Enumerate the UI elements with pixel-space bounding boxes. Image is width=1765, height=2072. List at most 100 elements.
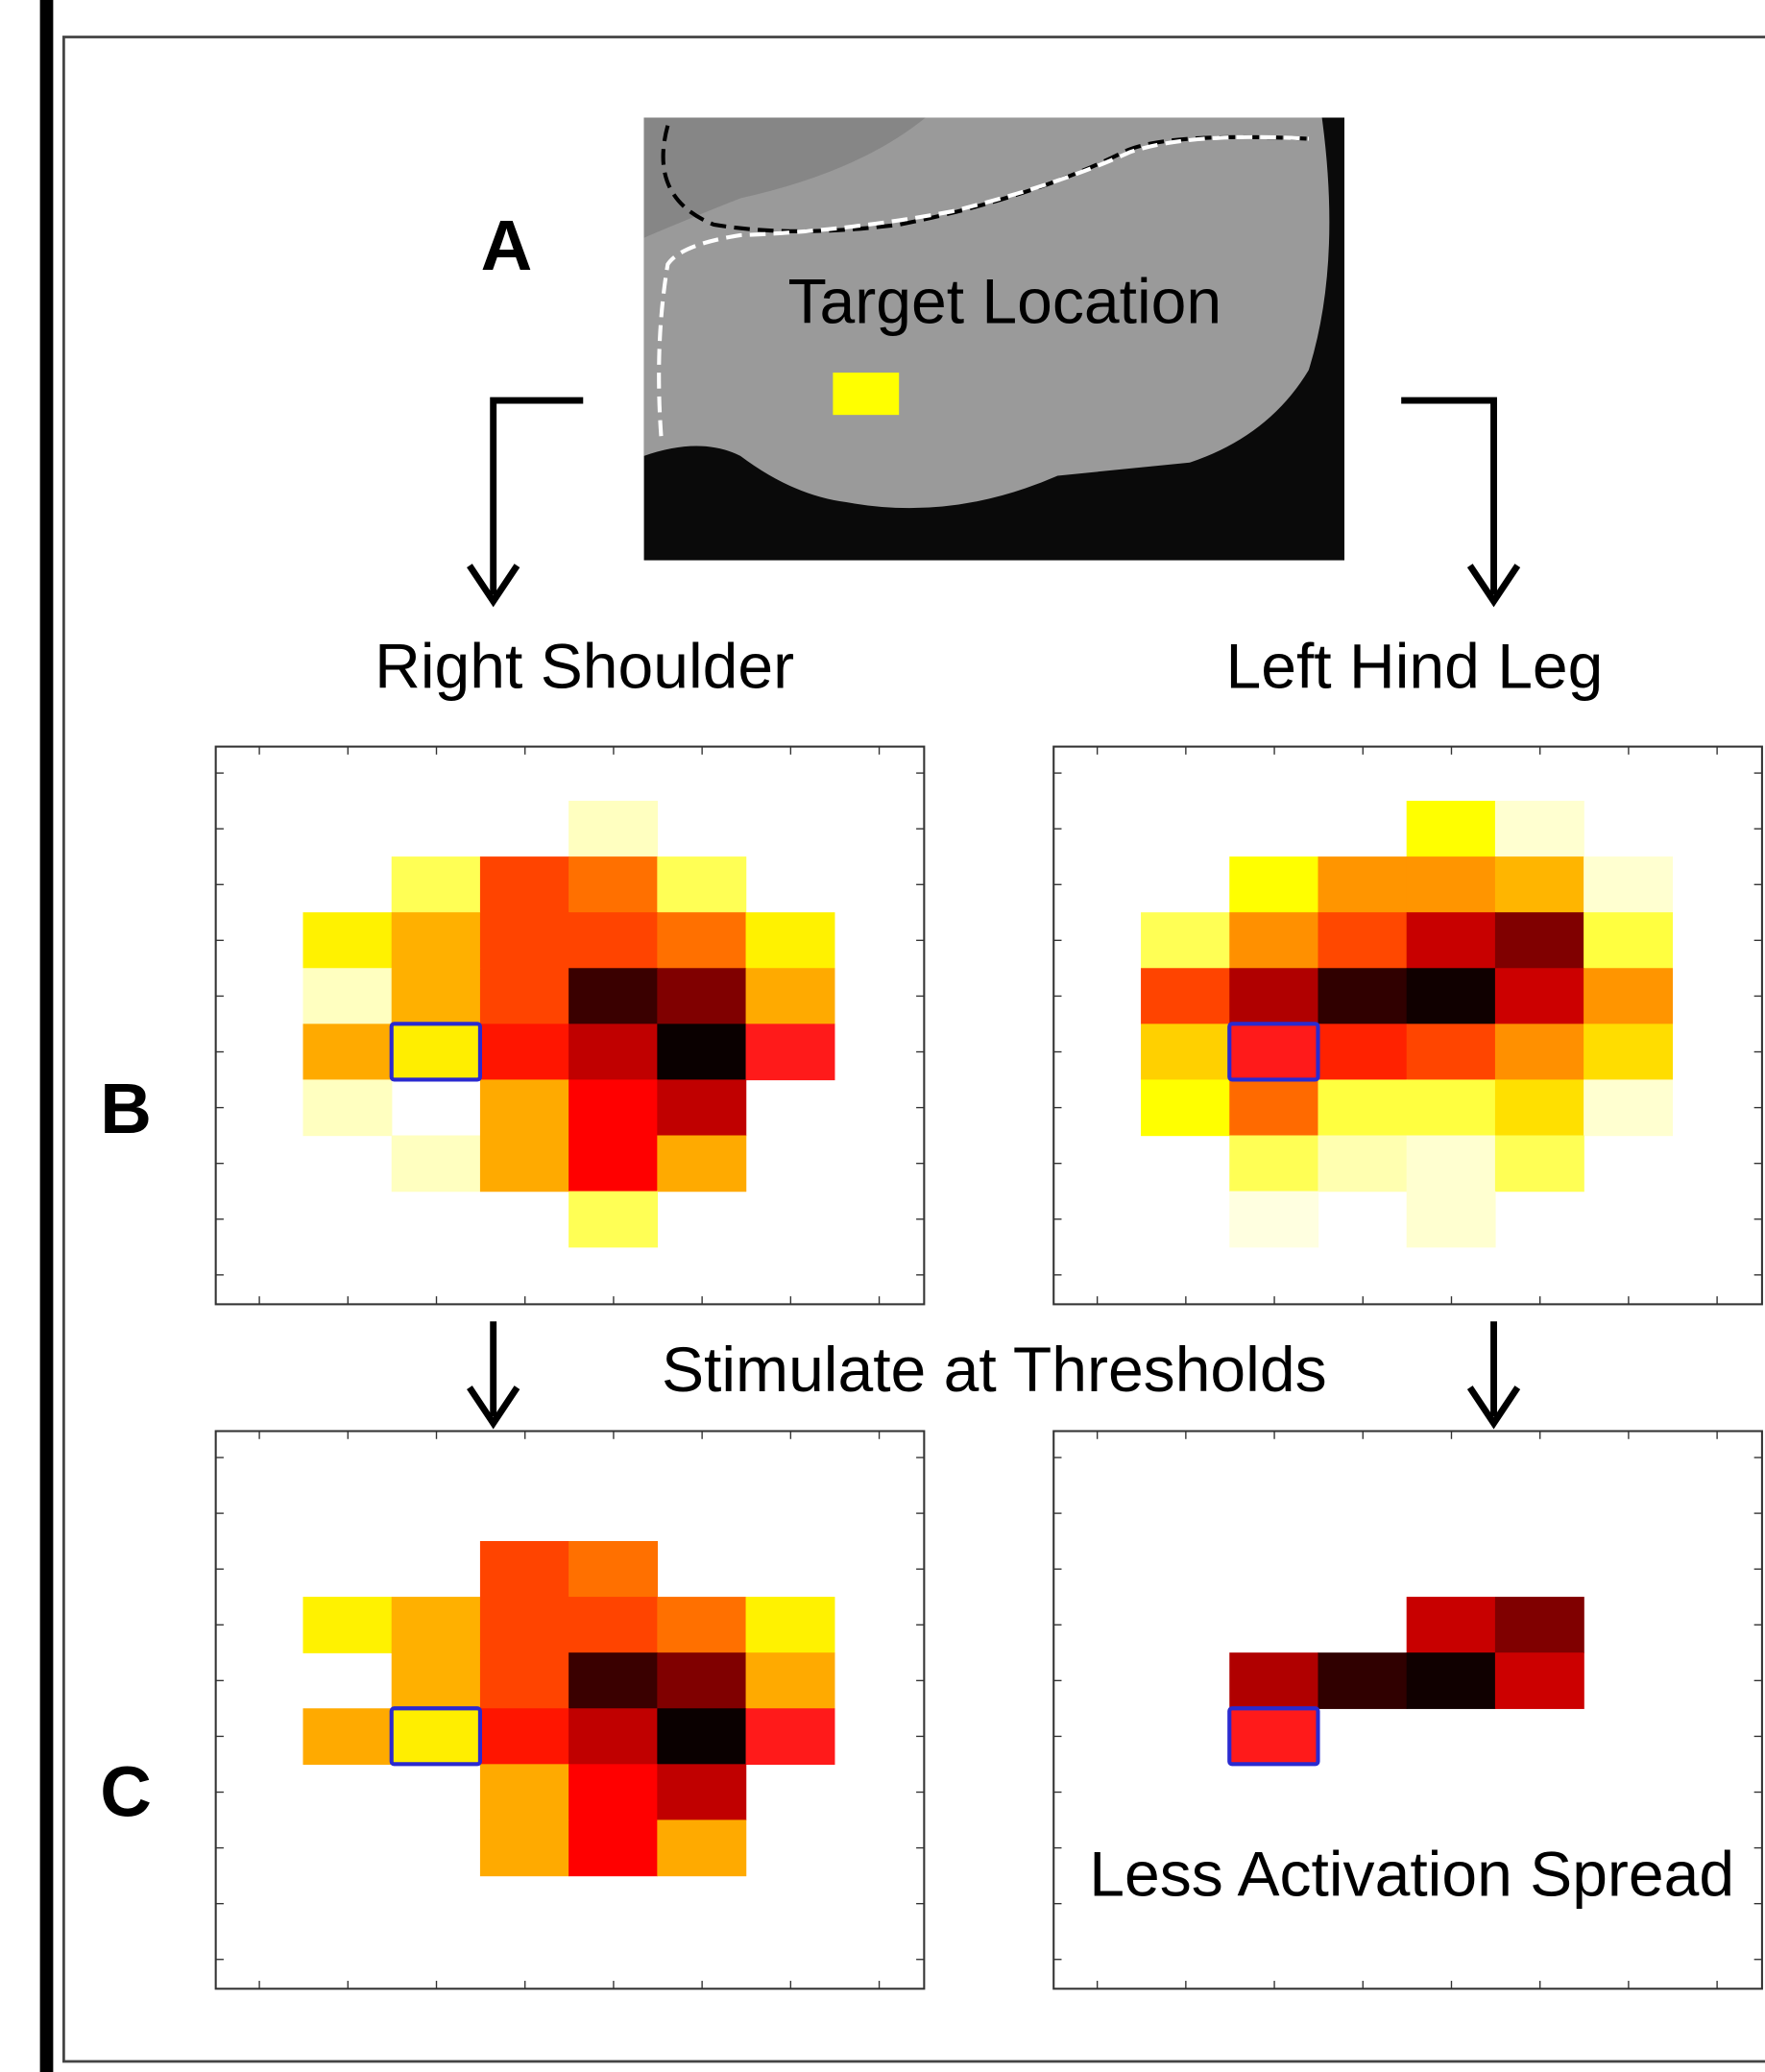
heatmap-cell (480, 1652, 569, 1709)
heatmap-cell (1318, 856, 1407, 913)
heatmap-cell (1407, 968, 1496, 1024)
heatmap-cell (657, 1652, 746, 1709)
heatmap-cell (480, 1597, 569, 1653)
heatmap-cell (657, 1764, 746, 1820)
heatmap-cell (1495, 1597, 1584, 1653)
heatmap-cell (568, 1192, 658, 1248)
heatmap-cell (568, 1135, 658, 1192)
heatmap-cell (657, 1024, 746, 1080)
heatmap-cell (568, 1597, 658, 1653)
heatmap-cell (1407, 1024, 1496, 1080)
heatmap-cell (1229, 1192, 1318, 1248)
heatmap-cell (1407, 1652, 1496, 1709)
heatmap-cell (1229, 1708, 1318, 1765)
heatmap-cell (303, 1597, 393, 1653)
heatmap-cell (1318, 1652, 1407, 1709)
heatmap-cell (568, 912, 658, 969)
heatmap-cell (568, 1708, 658, 1765)
heatmap-cell (303, 968, 393, 1024)
page: A B C Target Location Right Shoulder Lef… (0, 0, 1765, 2072)
heatmap-cell (568, 1652, 658, 1709)
heatmap-cell (657, 1079, 746, 1136)
heatmap-cell (480, 1079, 569, 1136)
heatmap-cell (657, 912, 746, 969)
heatmap-cell (657, 1597, 746, 1653)
target-label: Target Location (787, 266, 1221, 337)
heatmap-cell (1407, 1135, 1496, 1192)
heatmap-cell (568, 1764, 658, 1820)
heatmap-cell (568, 856, 658, 913)
heatmap-cell (746, 968, 835, 1024)
heatmap-cell (1584, 1024, 1673, 1080)
heatmap-cell (1229, 1135, 1318, 1192)
heatmap-cell (1318, 912, 1407, 969)
heatmap-cell (1495, 912, 1584, 969)
heatmap-cell (303, 1079, 393, 1136)
heatmap-cell (1318, 1079, 1407, 1136)
heatmap-cell (1229, 856, 1318, 913)
heatmap-cell (1495, 1135, 1584, 1192)
heatmap-cell (1229, 1652, 1318, 1709)
panel-label: C (100, 1751, 152, 1831)
heatmap-cell (1584, 856, 1673, 913)
heatmap-cell (1407, 856, 1496, 913)
step-label: Stimulate at Thresholds (662, 1334, 1327, 1405)
heatmap-cell (1584, 968, 1673, 1024)
heatmap-cell (1495, 856, 1584, 913)
annotation: Less Activation Spread (1089, 1839, 1734, 1910)
heatmap-cell (480, 1819, 569, 1876)
heatmap-cell (392, 912, 481, 969)
heatmap-cell (1229, 912, 1318, 969)
panel-label: A (481, 205, 533, 285)
heatmap-cell (303, 1708, 393, 1765)
heatmap-cell (568, 968, 658, 1024)
heatmap-cell (303, 912, 393, 969)
heatmap-cell (392, 968, 481, 1024)
heatmap-cell (657, 856, 746, 913)
heatmap-cell (480, 1708, 569, 1765)
column-title: Right Shoulder (375, 631, 794, 702)
heatmap-cell (303, 1024, 393, 1080)
panel-label: B (100, 1069, 152, 1148)
heatmap-cell (480, 1764, 569, 1820)
heatmap-cell (746, 1652, 835, 1709)
heatmap-cell (746, 912, 835, 969)
heatmap-cell (392, 1597, 481, 1653)
heatmap-cell (657, 968, 746, 1024)
heatmap-cell (746, 1024, 835, 1080)
heatmap-cell (1495, 1652, 1584, 1709)
heatmap-cell (1407, 912, 1496, 969)
heatmap-cell (480, 1135, 569, 1192)
heatmap-cell (1407, 1079, 1496, 1136)
heatmap-cell (1141, 1024, 1230, 1080)
heatmap-cell (657, 1819, 746, 1876)
heatmap-cell (1229, 1079, 1318, 1136)
heatmap-cell (1407, 1597, 1496, 1653)
heatmap-cell (1141, 968, 1230, 1024)
heatmap-cell (568, 1819, 658, 1876)
heatmap-cell (568, 1541, 658, 1598)
heatmap-cell (657, 1135, 746, 1192)
heatmap-cell (392, 1024, 481, 1080)
heatmap-cell (1584, 1079, 1673, 1136)
heatmap-cell (1495, 801, 1584, 857)
heatmap-cell (1584, 912, 1673, 969)
heatmap-cell (1495, 968, 1584, 1024)
heatmap-cell (1141, 1079, 1230, 1136)
left-bar (40, 0, 54, 2072)
heatmap-cell (480, 968, 569, 1024)
heatmap-cell (1229, 1024, 1318, 1080)
heatmap-cell (392, 1708, 481, 1765)
heatmap-cell (1141, 912, 1230, 969)
heatmap-cell (657, 1708, 746, 1765)
heatmap-cell (568, 1024, 658, 1080)
heatmap-cell (1229, 968, 1318, 1024)
photo (644, 117, 1344, 560)
heatmap-cell (746, 1708, 835, 1765)
figure: A B C Target Location Right Shoulder Lef… (0, 0, 1765, 2072)
heatmap-cell (746, 1597, 835, 1653)
heatmap-cell (1407, 1192, 1496, 1248)
heatmap-cell (1318, 1135, 1407, 1192)
heatmap-cell (568, 801, 658, 857)
heatmap-cell (480, 1024, 569, 1080)
